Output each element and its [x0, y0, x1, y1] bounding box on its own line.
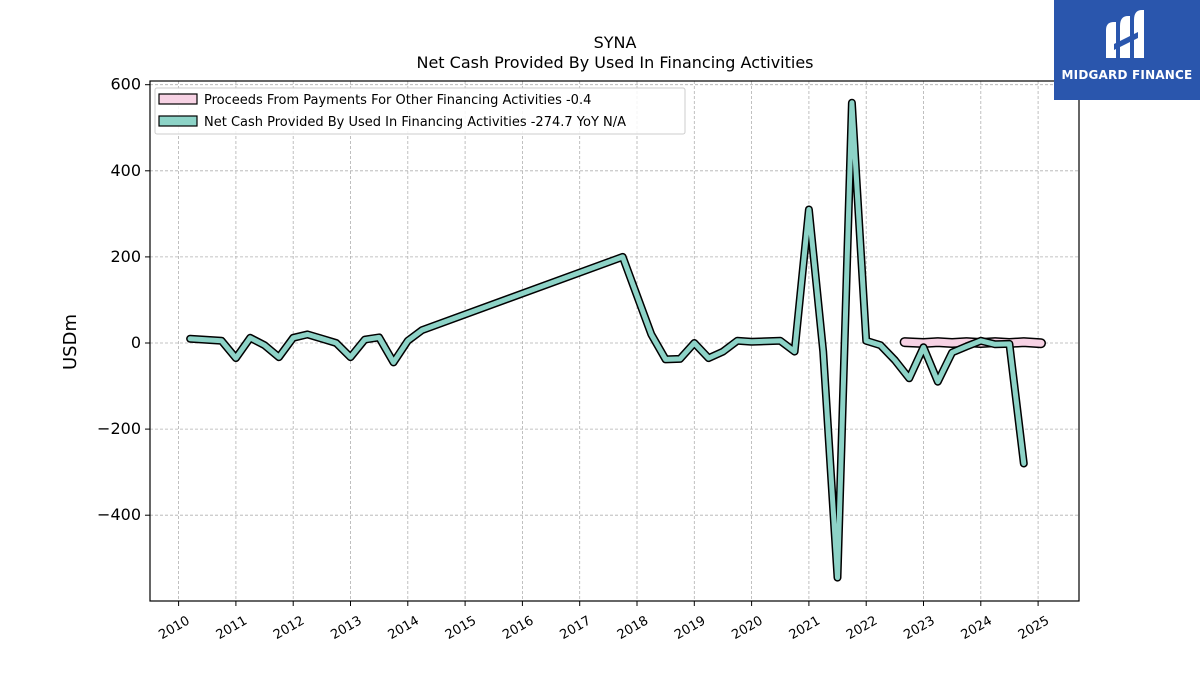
x-tick-label: 2020: [729, 613, 765, 643]
y-tick-label: −200: [97, 419, 141, 438]
x-tick-label: 2023: [901, 613, 937, 643]
legend-box: [154, 87, 686, 135]
series-layer: [186, 98, 1046, 582]
series-line-1: [187, 100, 1027, 581]
y-axis-label: USDm: [60, 314, 81, 370]
brand-mark-icon: [1106, 10, 1144, 58]
x-tick-label: 2015: [443, 613, 479, 643]
brand-logo: MIDGARD FINANCE: [1054, 0, 1200, 100]
series-outline-1: [186, 98, 1028, 582]
y-tick-label: 400: [110, 161, 141, 180]
y-tick-label: 200: [110, 247, 141, 266]
legend-label-proceeds: Proceeds From Payments For Other Financi…: [204, 93, 591, 108]
plot-frame: [149, 80, 1080, 602]
x-axis: 2010 2011 2012 2013 2014 2015 2016 2017 2018 2019…: [156, 601, 1052, 643]
y-tick-label: −400: [97, 505, 141, 524]
x-tick-label: 2024: [959, 613, 995, 643]
x-tick-label: 2025: [1016, 613, 1052, 643]
legend-swatch-net-cash: [158, 115, 198, 127]
x-tick-label: 2017: [558, 613, 594, 643]
x-tick-label: 2016: [500, 613, 536, 643]
y-axis: 600 400 200 0 −200 −400: [97, 75, 150, 524]
y-tick-label: 600: [110, 75, 141, 94]
x-tick-label: 2019: [672, 613, 708, 643]
brand-name: MIDGARD FINANCE: [1061, 68, 1193, 82]
chart-title: SYNA: [594, 33, 637, 52]
x-tick-label: 2021: [787, 613, 823, 643]
x-tick-label: 2018: [615, 613, 651, 643]
y-tick-label: 0: [131, 333, 141, 352]
x-tick-label: 2010: [156, 613, 192, 643]
x-tick-label: 2022: [844, 613, 880, 643]
legend-label-net-cash: Net Cash Provided By Used In Financing A…: [204, 115, 626, 130]
legend-swatch-proceeds: [158, 93, 198, 105]
x-tick-label: 2012: [271, 613, 307, 643]
x-tick-label: 2014: [386, 613, 422, 643]
legend: Proceeds From Payments For Other Financi…: [154, 87, 686, 135]
x-tick-label: 2011: [214, 613, 250, 643]
x-tick-label: 2013: [328, 613, 364, 643]
chart-subtitle: Net Cash Provided By Used In Financing A…: [416, 53, 813, 72]
